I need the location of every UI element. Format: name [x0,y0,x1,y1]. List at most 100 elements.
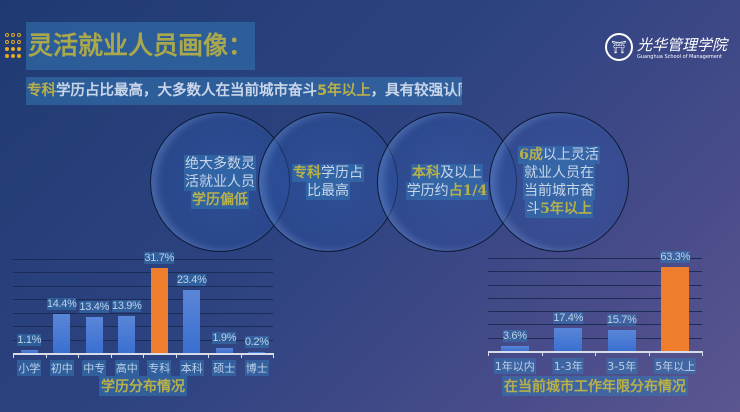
text-run: 占1/4 [448,183,488,199]
page-title: 灵活就业人员画像： [26,22,255,70]
circle-line: 绝大多数灵 [184,155,256,173]
text-run: 比最高 [307,183,349,199]
logo-cn: 光华管理学院 [637,36,728,54]
x-tick-label: 3-5年 [606,358,638,374]
x-tick [78,353,79,358]
gridline [13,312,273,314]
x-tick [143,353,144,358]
data-label: 13.9% [111,299,142,312]
x-tick [273,353,274,358]
circle-line: 当前城市奋 [523,182,595,200]
gridline [13,272,273,274]
bar [150,267,168,353]
text-run: 本科 [412,165,440,181]
gridline [13,259,273,260]
x-tick-label: 1年以内 [493,358,536,374]
data-label: 31.7% [144,251,175,264]
gridline [488,258,702,259]
circle-line: 活就业人员 [184,173,256,191]
x-tick [648,351,650,356]
x-tick-label: 专科 [147,360,172,376]
insight-circle: 6成以上灵活 就业人员在 当前城市奋 斗5年以上 [489,112,629,252]
bar [248,352,266,353]
x-tick [110,353,112,358]
gridline [13,326,273,328]
data-label: 17.4% [553,311,584,324]
decorative-dots [5,33,23,58]
page-subtitle: 专科学历占比最高，大多数人在当前城市奋斗5年以上，具有较强认同感 [26,77,462,105]
bar [183,290,201,353]
circle-line: 学历偏低 [191,191,249,209]
bar [53,314,71,353]
text-run: 5年以上 [317,83,371,99]
x-tick-label: 本科 [179,360,204,376]
x-tick-label: 1-3年 [552,358,584,374]
x-tick [541,351,543,356]
text-run: 学历占 [321,165,363,181]
x-tick [208,353,209,358]
gridline [488,297,702,299]
circle-line: 专科学历占 [292,164,364,182]
circle-line: 比最高 [306,182,350,200]
gridline [488,337,702,339]
gridline [13,339,273,341]
x-tick-label: 硕士 [212,360,237,376]
gridline [13,299,273,301]
x-tick [13,353,14,358]
text-run: 学历约 [406,183,449,199]
bar [118,315,136,353]
x-tick [488,351,489,356]
circle-line: 斗5年以上 [525,200,593,218]
data-label: 23.4% [176,274,207,287]
logo-en: Guanghua School of Management [637,54,722,60]
bar [85,317,103,353]
text-run: 学历占比最高，大多数人在当前城市奋斗 [56,83,317,99]
text-run: 当前城市奋 [524,183,594,199]
bar [607,330,636,351]
x-tick-label: 中专 [82,360,107,376]
text-run: 6成 [519,147,543,163]
gridline [488,324,702,326]
circle-line: 6成以上灵活 [518,146,600,164]
text-run: 学历偏低 [192,192,248,208]
text-run: 斗 [526,201,541,217]
data-label: 63.3% [660,250,691,263]
text-run: 专科 [27,83,56,99]
gridline [488,271,702,273]
data-label: 1.1% [17,334,42,347]
x-tick [45,353,47,358]
bar [20,350,38,353]
x-tick [595,351,596,356]
gridline [488,311,702,313]
university-seal-icon: ⛩ [605,33,633,61]
bar [554,327,583,351]
chart-title: 在当前城市工作年限分布情况 [502,376,688,396]
bar [661,266,690,351]
data-label: 13.4% [79,301,110,313]
x-tick-label: 博士 [244,360,269,376]
chart-title: 学历分布情况 [99,376,187,396]
text-run: 专科 [293,165,321,181]
text-run: 及以上 [440,165,482,181]
x-tick [240,353,242,358]
data-label: 1.9% [212,331,237,344]
circle-line: 就业人员在 [523,164,595,182]
x-tick [175,353,177,358]
data-label: 14.4% [46,298,77,311]
bar [215,347,233,353]
x-tick-label: 初中 [49,360,74,376]
text-run: 以上灵活 [542,147,599,163]
x-tick-label: 5年以上 [654,358,697,374]
text-run: 绝大多数灵 [185,156,255,172]
x-tick-label: 高中 [114,360,139,376]
guanghua-logo: ⛩ 光华管理学院 Guanghua School of Management [605,33,735,63]
insight-circle: 专科学历占 比最高 [258,112,398,252]
text-run: 活就业人员 [185,174,255,190]
bar [500,346,529,351]
circle-line: 学历约占1/4 [405,182,489,200]
data-label: 15.7% [606,314,637,327]
text-run: 5年以上 [540,201,592,217]
gridline [13,285,273,287]
circle-line: 本科及以上 [411,164,483,182]
text-run: 就业人员在 [524,165,594,181]
